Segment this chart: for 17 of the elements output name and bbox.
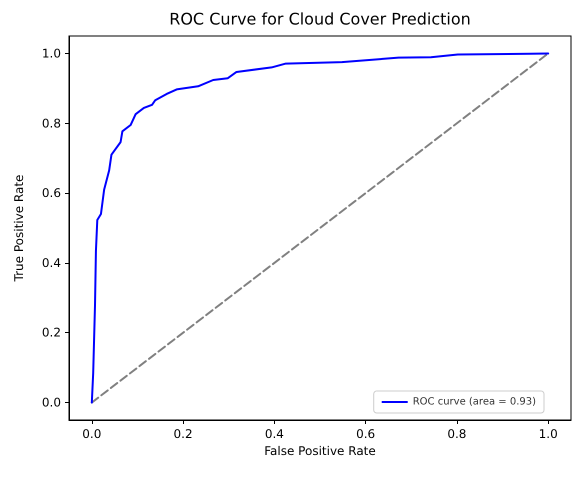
chart-title: ROC Curve for Cloud Cover Prediction (169, 10, 471, 28)
x-tick-label: 0.6 (356, 427, 376, 441)
x-tick-label: 0.4 (264, 427, 284, 441)
x-tick-label: 0.2 (174, 427, 193, 441)
legend-label: ROC curve (area = 0.93) (412, 396, 536, 408)
x-tick-label: 0.8 (447, 427, 466, 441)
y-tick-label: 0.2 (42, 326, 61, 340)
y-axis-title: True Positive Rate (12, 174, 26, 282)
x-tick-label: 0.0 (82, 427, 102, 441)
line-series (90, 52, 550, 404)
x-tick-label: 1.0 (538, 427, 558, 441)
y-tick-label: 1.0 (42, 46, 61, 60)
y-tick-label: 0.6 (42, 186, 61, 200)
y-tick-label: 0.0 (42, 396, 61, 410)
y-tick-label: 0.4 (42, 256, 61, 270)
y-tick-label: 0.8 (42, 116, 61, 130)
x-axis-title: False Positive Rate (264, 444, 376, 458)
